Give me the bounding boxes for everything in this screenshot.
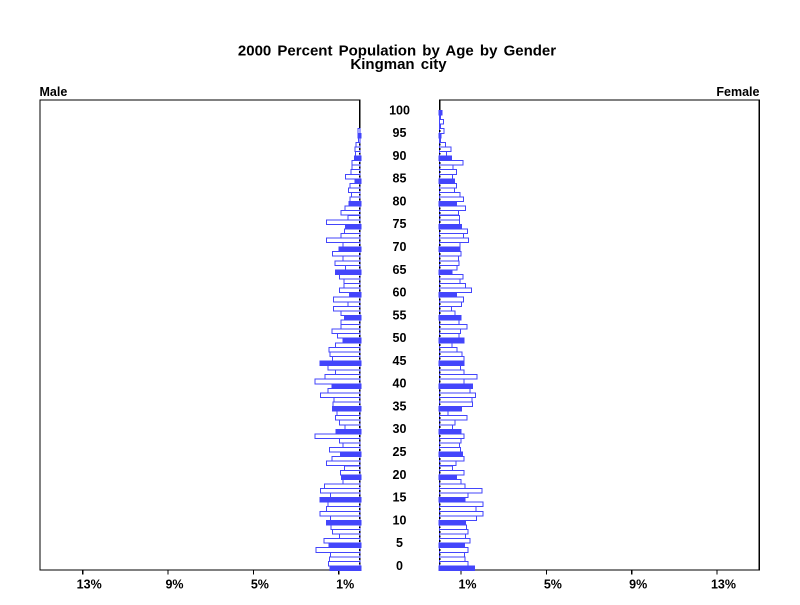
svg-text:70: 70 bbox=[393, 240, 407, 254]
svg-text:45: 45 bbox=[393, 354, 407, 368]
svg-text:80: 80 bbox=[393, 194, 407, 208]
svg-text:65: 65 bbox=[393, 263, 407, 277]
svg-text:Male: Male bbox=[40, 85, 68, 99]
svg-text:50: 50 bbox=[393, 331, 407, 345]
svg-text:5%: 5% bbox=[251, 578, 269, 592]
svg-text:9%: 9% bbox=[165, 578, 183, 592]
svg-text:0: 0 bbox=[396, 559, 403, 573]
svg-text:40: 40 bbox=[393, 377, 407, 391]
svg-text:13%: 13% bbox=[77, 578, 102, 592]
svg-text:85: 85 bbox=[393, 172, 407, 186]
svg-text:13%: 13% bbox=[711, 578, 736, 592]
svg-text:Kingman city: Kingman city bbox=[350, 56, 447, 73]
svg-text:55: 55 bbox=[393, 308, 407, 322]
svg-text:5%: 5% bbox=[544, 578, 562, 592]
svg-text:Female: Female bbox=[716, 85, 759, 99]
svg-text:1%: 1% bbox=[458, 578, 476, 592]
svg-text:20: 20 bbox=[393, 468, 407, 482]
svg-text:15: 15 bbox=[393, 491, 407, 505]
svg-text:30: 30 bbox=[393, 422, 407, 436]
svg-text:35: 35 bbox=[393, 399, 407, 413]
svg-text:9%: 9% bbox=[629, 578, 647, 592]
svg-text:5: 5 bbox=[396, 536, 403, 550]
svg-text:90: 90 bbox=[393, 149, 407, 163]
svg-text:1%: 1% bbox=[336, 578, 354, 592]
svg-text:100: 100 bbox=[389, 103, 410, 117]
svg-text:95: 95 bbox=[393, 126, 407, 140]
svg-text:75: 75 bbox=[393, 217, 407, 231]
svg-text:10: 10 bbox=[393, 513, 407, 527]
svg-text:2000 Percent Population by Age: 2000 Percent Population by Age by Gender bbox=[238, 43, 556, 60]
svg-text:25: 25 bbox=[393, 445, 407, 459]
svg-text:60: 60 bbox=[393, 286, 407, 300]
